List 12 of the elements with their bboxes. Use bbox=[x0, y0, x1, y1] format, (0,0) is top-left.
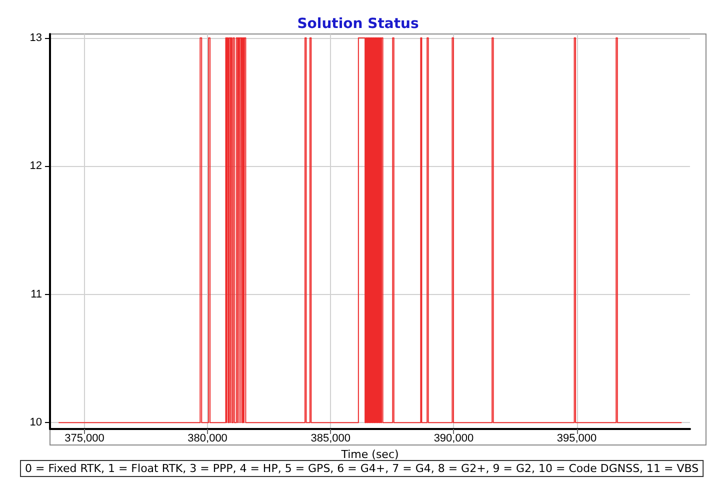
x-axis-title: Time (sec) bbox=[340, 448, 399, 461]
y-tick-label: 13 bbox=[30, 32, 42, 44]
x-tick-label: 380,000 bbox=[188, 432, 228, 444]
x-tick-label: 395,000 bbox=[556, 432, 597, 444]
text: 0 = Fixed RTK, 1 = Float RTK, 3 = PPP, 4 = HP, 5 = GPS, 6 = G4+, 7 = G4, 8 = G2+, 9 = G2, 10 = Code DGNSS, 11 = VBS bbox=[25, 462, 699, 475]
y-tick-label: 10 bbox=[30, 416, 42, 429]
x-tick-label: 385,000 bbox=[310, 432, 350, 444]
x-tick-label: 375,000 bbox=[64, 432, 104, 444]
x-tick-label: 390,000 bbox=[434, 432, 474, 444]
y-tick-label: 12 bbox=[30, 160, 42, 172]
chart-title: Solution Status bbox=[297, 16, 419, 32]
y-tick-label: 11 bbox=[30, 288, 42, 300]
